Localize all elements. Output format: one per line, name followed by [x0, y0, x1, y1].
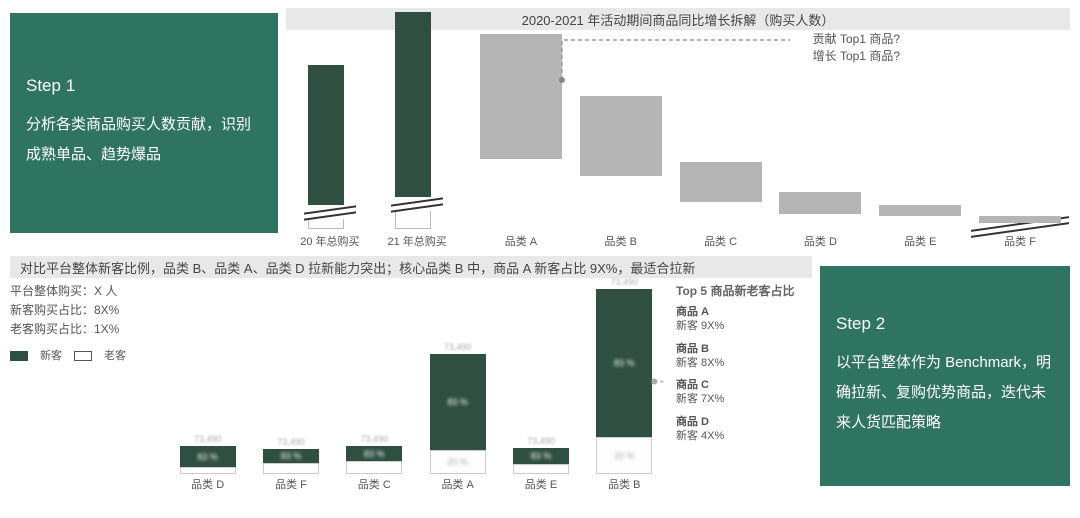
waterfall-label: 品类 D [770, 233, 870, 249]
stacked-bar-label: 品类 B [583, 476, 666, 492]
bar-top-label: 73,490 [527, 436, 555, 448]
stacked-bar-label: 品类 D [166, 476, 249, 492]
bar-seg-dark [395, 12, 431, 197]
waterfall-bar [879, 205, 961, 216]
bar-top-label: 73,490 [444, 342, 472, 354]
step1-box: Step 1 分析各类商品购买人数贡献，识别成熟单品、趋势爆品 [10, 13, 278, 233]
waterfall-bar [779, 192, 861, 214]
waterfall-label: 品类 E [870, 233, 970, 249]
stacked-bar-label: 品类 A [416, 476, 499, 492]
waterfall-label: 品类 F [970, 233, 1070, 249]
bar-seg-old [513, 464, 569, 474]
waterfall-bar [480, 34, 562, 159]
bar-label: 20 年总购买 [300, 233, 359, 249]
bar-seg-old [346, 461, 402, 474]
step1-body: 分析各类商品购买人数贡献，识别成熟单品、趋势爆品 [26, 110, 262, 170]
top5-item-sub: 新客 4X% [676, 429, 808, 443]
bottom-row: 对比平台整体新客比例，品类 B、品类 A、品类 D 拉新能力突出；核心品类 B … [0, 250, 1080, 500]
bottom-left: 对比平台整体新客比例，品类 B、品类 A、品类 D 拉新能力突出；核心品类 B … [10, 256, 812, 492]
bar-top-label: 73,490 [277, 437, 305, 449]
legend: 新客 老客 [10, 348, 160, 366]
bottom-content: 平台整体购买：X 人 新客购买占比：8X% 老客购买占比：1X% 新客 老客 7… [10, 282, 812, 492]
top-charts: 2020-2021 年活动期间商品同比增长拆解（购买人数） 20 年总购买21 … [286, 8, 1070, 250]
annot-line1: 贡献 Top1 商品? [813, 32, 900, 46]
legend-swatch-old [74, 351, 92, 361]
step1-title: Step 1 [26, 76, 262, 96]
top5-item-sub: 新客 7X% [676, 392, 808, 406]
stacked-bar-label: 品类 C [333, 476, 416, 492]
waterfall-bar [680, 162, 762, 202]
bar-seg-new: 83 % [263, 449, 319, 463]
top5-item-name: 商品 B [676, 342, 808, 356]
bar-seg-white [395, 211, 431, 229]
waterfall-label: 品类 C [671, 233, 771, 249]
step2-body: 以平台整体作为 Benchmark，明确拉新、复购优势商品，迭代未来人货匹配策略 [836, 348, 1054, 438]
top5-title: Top 5 商品新老客占比 [676, 282, 808, 299]
bar-seg-old [180, 467, 236, 474]
waterfall-label: 品类 A [471, 233, 571, 249]
stats-line2: 新客购买占比：8X% [10, 301, 160, 320]
stacked-bar-label: 品类 F [249, 476, 332, 492]
top5-block: Top 5 商品新老客占比 商品 A新客 9X%商品 B新客 8X%商品 C新客… [672, 282, 812, 492]
top5-item-sub: 新客 8X% [676, 356, 808, 370]
waterfall-annotation: 贡献 Top1 商品? 增长 Top1 商品? [813, 31, 900, 65]
bar-wave-break [395, 197, 439, 211]
bar-seg-old: 20 % [430, 450, 486, 474]
bar-seg-new: 83 % [180, 446, 236, 467]
bar-wave-break [308, 205, 352, 219]
waterfall-label: 品类 B [571, 233, 671, 249]
waterfall-bar [979, 216, 1061, 223]
stacked-bar-chart: 73,49083 %73,49083 %73,49083 %73,49083 %… [166, 282, 666, 492]
bar-seg-white [308, 219, 344, 229]
step2-title: Step 2 [836, 314, 1054, 334]
annot-line2: 增长 Top1 商品? [813, 49, 900, 63]
top5-item: 商品 C新客 7X% [676, 378, 808, 407]
legend-new-label: 新客 [40, 348, 62, 366]
bar-seg-new: 83 % [430, 354, 486, 450]
stacked-bar-label: 品类 E [499, 476, 582, 492]
top5-item-name: 商品 A [676, 305, 808, 319]
bar-top-label: 73,490 [611, 277, 639, 289]
top5-item-name: 商品 C [676, 378, 808, 392]
bar-seg-new: 83 % [513, 448, 569, 464]
bar-top-label: 73,490 [361, 434, 389, 446]
bar-label: 21 年总购买 [388, 233, 447, 249]
bar-seg-old: 20 % [596, 437, 652, 474]
stats-line3: 老客购买占比：1X% [10, 320, 160, 339]
stats-block: 平台整体购买：X 人 新客购买占比：8X% 老客购买占比：1X% 新客 老客 [10, 282, 160, 492]
bar-top-label: 73,490 [194, 434, 222, 446]
top5-item: 商品 D新客 4X% [676, 415, 808, 444]
waterfall-chart: 品类 A品类 B品类 C品类 D品类 E品类 F 贡献 Top1 商品? 增长 … [461, 34, 1070, 249]
bar-seg-new: 83 % [346, 446, 402, 461]
bar-seg-new: 83 % [596, 289, 652, 437]
bar-seg-dark [308, 65, 344, 205]
top-chart-area: 20 年总购买 21 年总购买 品类 A品类 B品类 C品类 D品类 E品类 F … [286, 34, 1070, 250]
legend-swatch-new [10, 351, 28, 361]
bar-seg-old [263, 463, 319, 474]
bottom-grey-title: 对比平台整体新客比例，品类 B、品类 A、品类 D 拉新能力突出；核心品类 B … [10, 256, 812, 278]
step2-box: Step 2 以平台整体作为 Benchmark，明确拉新、复购优势商品，迭代未… [820, 266, 1070, 486]
top5-item-sub: 新客 9X% [676, 319, 808, 333]
legend-old-label: 老客 [104, 348, 126, 366]
top5-item: 商品 B新客 8X% [676, 342, 808, 371]
left-bar-col: 21 年总购买 [388, 12, 447, 249]
top5-item-name: 商品 D [676, 415, 808, 429]
left-bar-col: 20 年总购买 [300, 65, 359, 249]
stats-line1: 平台整体购买：X 人 [10, 282, 160, 301]
top-row: Step 1 分析各类商品购买人数贡献，识别成熟单品、趋势爆品 2020-202… [0, 0, 1080, 250]
top5-item: 商品 A新客 9X% [676, 305, 808, 334]
left-bar-chart: 20 年总购买 21 年总购买 [286, 34, 461, 249]
waterfall-bar [580, 96, 662, 176]
